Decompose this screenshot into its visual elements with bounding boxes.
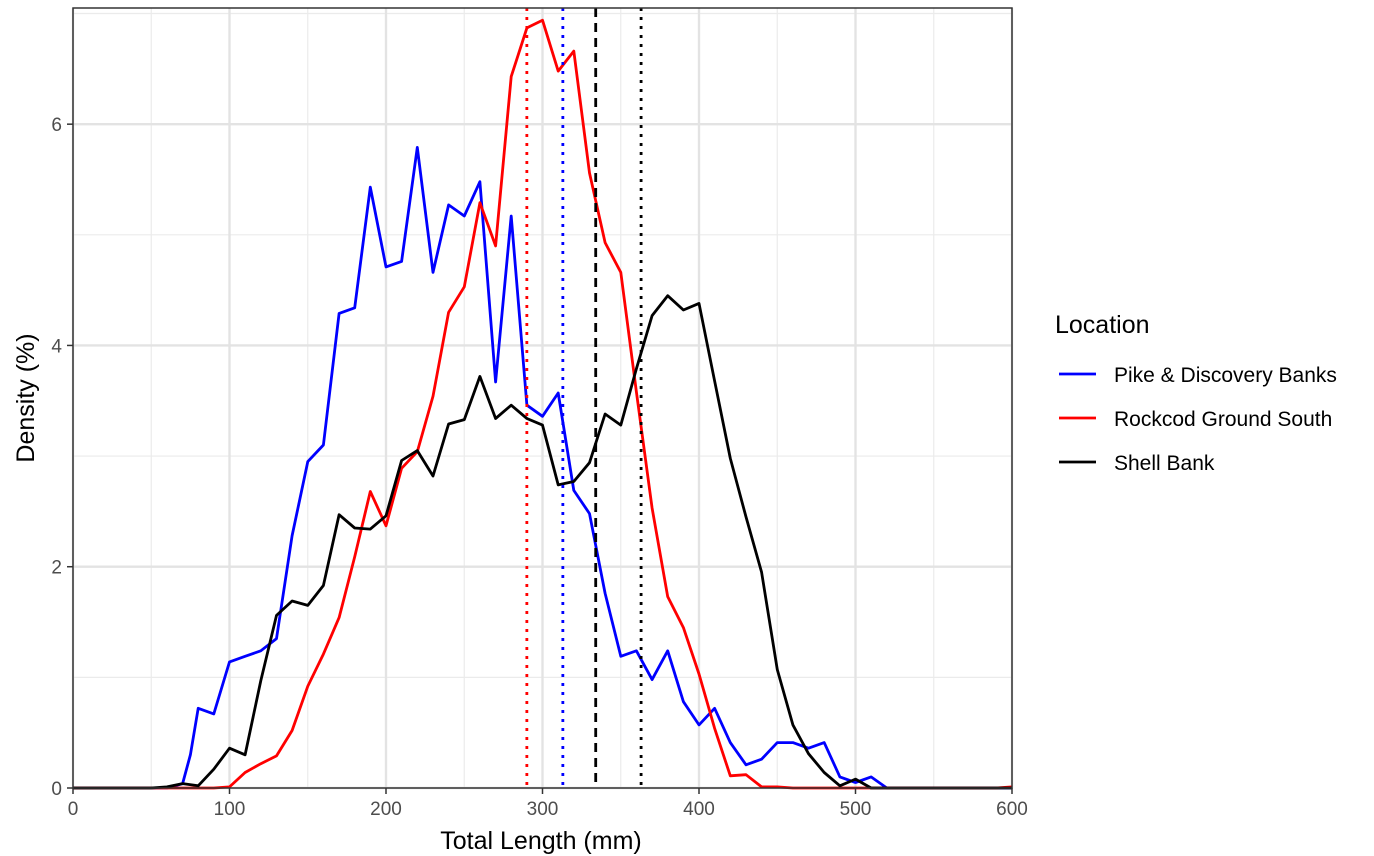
x-tick-label: 200 [370, 799, 402, 820]
x-axis-title: Total Length (mm) [440, 827, 641, 855]
legend: Location Pike & Discovery Banks Rockcod G… [1055, 311, 1337, 475]
reference-lines [525, 8, 643, 788]
y-tick-label: 4 [51, 336, 62, 357]
y-axis-title: Density (%) [12, 333, 40, 462]
legend-title: Location [1055, 311, 1150, 339]
legend-label: Shell Bank [1114, 452, 1215, 475]
x-tick-label: 400 [683, 799, 715, 820]
x-tick-label: 600 [996, 799, 1028, 820]
y-tick-label: 0 [51, 779, 62, 800]
x-tick-label: 0 [68, 799, 79, 820]
x-tick-label: 300 [527, 799, 559, 820]
x-tick-label: 500 [840, 799, 872, 820]
series-line-shell-bank [73, 294, 1012, 790]
legend-label: Pike & Discovery Banks [1114, 364, 1337, 387]
legend-label: Rockcod Ground South [1114, 408, 1332, 431]
y-tick-label: 2 [51, 558, 62, 579]
y-tick-label: 6 [51, 115, 62, 136]
x-tick-label: 100 [214, 799, 246, 820]
axis-ticks: 0 100 200 300 400 500 600 0 2 4 6 [51, 115, 1027, 820]
